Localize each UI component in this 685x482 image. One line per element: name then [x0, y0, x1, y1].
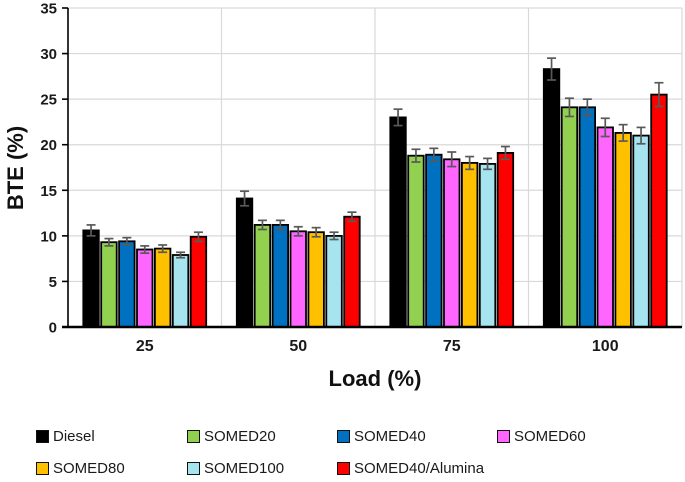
- legend-item-somed80: SOMED80: [36, 460, 125, 477]
- y-axis-title: BTE (%): [3, 125, 28, 211]
- legend-item-somed100: SOMED100: [187, 460, 284, 477]
- bar-somed60-load-100: [596, 126, 614, 328]
- x-tick-label-50: 50: [289, 338, 307, 355]
- legend-label-somed20: SOMED20: [204, 428, 276, 445]
- bar-somed100-load-50: [325, 234, 343, 328]
- y-tick-label-35: 35: [40, 1, 57, 18]
- y-tick-label-15: 15: [40, 183, 57, 200]
- bar-diesel-load-25: [82, 229, 100, 328]
- bar-somed40-load-25: [118, 240, 136, 328]
- legend-item-somed40-alumina: SOMED40/Alumina: [337, 460, 484, 477]
- bar-somed60-load-50: [289, 230, 307, 328]
- y-tick-label-20: 20: [40, 137, 57, 154]
- x-tick-label-100: 100: [592, 338, 619, 355]
- x-axis-title: Load (%): [328, 366, 422, 391]
- bar-somed100-load-75: [478, 162, 497, 328]
- y-tick-label-10: 10: [40, 228, 57, 245]
- y-tick-label-25: 25: [40, 92, 57, 109]
- legend-item-somed20: SOMED20: [187, 428, 276, 445]
- legend-label-diesel: Diesel: [53, 428, 95, 445]
- legend-swatch-somed40: [337, 430, 350, 443]
- legend-item-diesel: Diesel: [36, 428, 95, 445]
- bar-somed60-load-75: [443, 158, 461, 328]
- y-tick-label-30: 30: [40, 46, 57, 63]
- legend-swatch-somed40-alumina: [337, 462, 350, 475]
- chart-plot-area: 25 50 75 100 0 5 10 15 20 25 30 35: [40, 1, 683, 355]
- legend-label-somed80: SOMED80: [53, 460, 125, 477]
- y-tick-label-5: 5: [49, 274, 57, 291]
- legend-swatch-somed20: [187, 430, 200, 443]
- legend-item-somed60: SOMED60: [497, 428, 586, 445]
- bar-somed20-load-100: [560, 106, 579, 328]
- bar-somed40-alumina-load-75: [496, 151, 515, 328]
- bar-somed40-alumina-load-100: [650, 93, 668, 328]
- bar-diesel-load-75: [389, 116, 407, 328]
- bar-somed20-load-75: [407, 154, 425, 328]
- legend-label-somed60: SOMED60: [514, 428, 586, 445]
- bar-somed20-load-50: [253, 223, 272, 328]
- bar-diesel-load-50: [235, 197, 254, 328]
- bar-somed40-load-75: [425, 153, 443, 328]
- x-tick-label-75: 75: [443, 338, 461, 355]
- bar-somed40-alumina-load-25: [189, 235, 208, 328]
- bar-somed20-load-25: [100, 241, 118, 328]
- legend-label-somed40-alumina: SOMED40/Alumina: [354, 460, 485, 477]
- legend-swatch-somed100: [187, 462, 200, 475]
- bar-somed80-load-50: [307, 231, 325, 328]
- bar-diesel-load-100: [542, 68, 561, 328]
- legend-item-somed40: SOMED40: [337, 428, 426, 445]
- bar-somed80-load-100: [614, 131, 632, 328]
- legend-swatch-diesel: [36, 430, 49, 443]
- bar-somed40-alumina-load-50: [343, 215, 361, 328]
- x-tick-label-25: 25: [136, 338, 154, 355]
- legend-swatch-somed60: [497, 430, 510, 443]
- bar-somed40-load-100: [578, 106, 596, 328]
- bar-somed100-load-25: [171, 254, 190, 328]
- legend-label-somed40: SOMED40: [354, 428, 426, 445]
- y-tick-label-0: 0: [49, 320, 57, 337]
- legend-label-somed100: SOMED100: [204, 460, 285, 477]
- legend-swatch-somed80: [36, 462, 49, 475]
- bar-somed60-load-25: [136, 248, 154, 328]
- bar-somed100-load-100: [632, 134, 650, 328]
- bar-somed80-load-75: [460, 161, 479, 328]
- bar-somed80-load-25: [153, 247, 172, 328]
- bar-somed40-load-50: [271, 223, 290, 328]
